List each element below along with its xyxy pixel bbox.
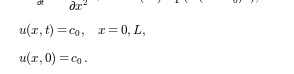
Text: $u(x,t) = c_0, \quad x = 0, L,$: $u(x,t) = c_0, \quad x = 0, L,$ [18, 21, 146, 39]
Text: $\frac{\partial u}{\partial t} = k\dfrac{\partial^2 u}{\partial x^2} + A\sin^2(\: $\frac{\partial u}{\partial t} = k\dfrac… [35, 0, 259, 13]
Text: $u(x,0) = c_0\,.$: $u(x,0) = c_0\,.$ [18, 49, 88, 67]
